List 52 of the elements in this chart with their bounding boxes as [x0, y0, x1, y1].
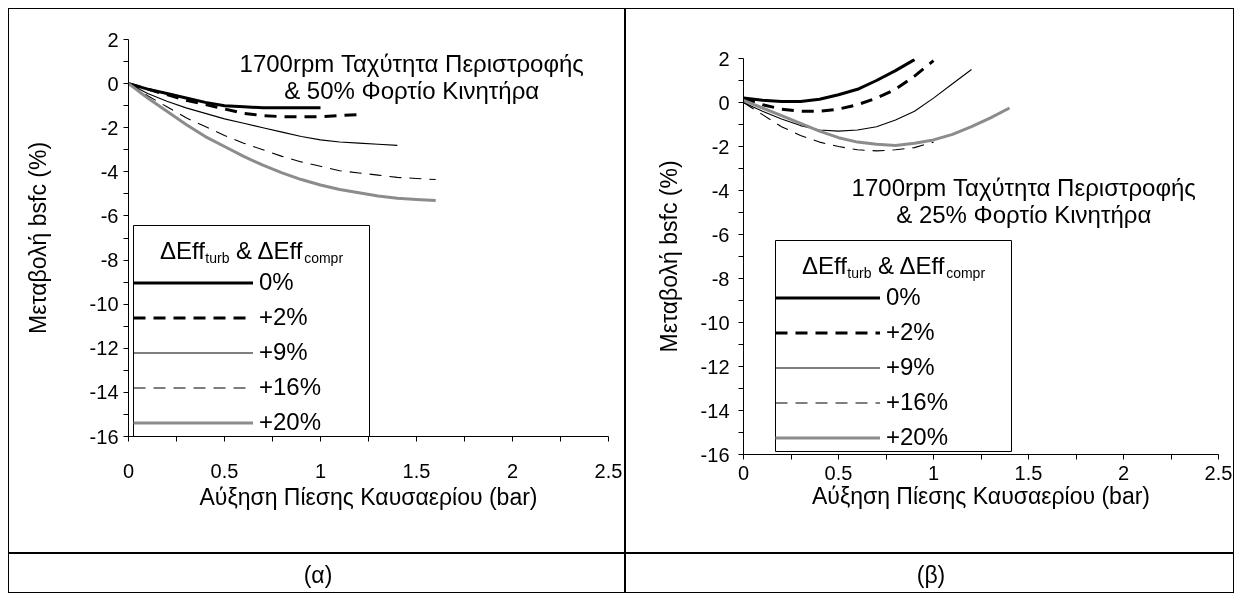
- y-tick-label: -14: [89, 381, 119, 404]
- legend-label: 0%: [259, 268, 295, 296]
- legend-label: 0%: [886, 283, 922, 311]
- x-tick-label: 2.5: [1204, 461, 1233, 484]
- text: (α): [303, 561, 333, 588]
- y-tick-label: -12: [700, 355, 730, 378]
- text: (β): [916, 561, 946, 588]
- x-tick-label: 1.5: [1014, 461, 1043, 484]
- legend-label: +20%: [259, 408, 323, 436]
- x-tick-label: 0: [737, 461, 750, 484]
- annotation: 1700rpm Ταχύτητα Περιστροφής & 25% Φορτίο Κινητήρα: [851, 174, 1196, 229]
- y-tick-label: -10: [700, 311, 730, 334]
- x-tick-label: 0.5: [210, 459, 239, 482]
- y-axis-title: Μεταβολή bsfc (%): [655, 160, 682, 353]
- y-tick-label: 0: [718, 91, 730, 114]
- line-series: [128, 82, 438, 203]
- legend-label: +9%: [259, 338, 309, 366]
- legend-label: +20%: [886, 423, 950, 451]
- y-tick-label: -10: [89, 293, 119, 316]
- x-tick-label: 1.5: [402, 459, 431, 482]
- x-tick-label: 1: [314, 459, 327, 482]
- y-tick-label: -6: [711, 223, 730, 246]
- y-tick-label: -2: [711, 135, 730, 158]
- x-tick-label: 0: [122, 459, 135, 482]
- y-axis-title: Μεταβολή bsfc (%): [24, 141, 51, 335]
- y-tick-label: 2: [107, 28, 119, 51]
- x-tick-label: 2.5: [594, 459, 623, 482]
- legend-label: +2%: [886, 318, 936, 346]
- x-axis-title: Αύξηση Πίεσης Καυσαερίου (bar): [199, 483, 538, 510]
- y-tick-label: -16: [700, 443, 730, 466]
- line-series: [743, 98, 1011, 147]
- y-tick-label: 0: [107, 72, 119, 95]
- x-tick-label: 2: [1117, 461, 1130, 484]
- y-tick-label: -12: [89, 337, 119, 360]
- legend-label: +2%: [259, 303, 309, 331]
- annotation: 1700rpm Ταχύτητα Περιστροφής & 50% Φορτίο Κινητήρα: [239, 49, 584, 104]
- y-tick-label: -6: [100, 204, 119, 227]
- y-tick-label: 2: [718, 47, 730, 70]
- legend-label: +9%: [886, 353, 936, 381]
- legend-label: +16%: [259, 373, 323, 401]
- y-tick-label: -8: [711, 267, 730, 290]
- x-tick-label: 1: [927, 461, 940, 484]
- y-tick-label: -4: [100, 160, 119, 183]
- x-axis-title: Αύξηση Πίεσης Καυσαερίου (bar): [811, 482, 1151, 509]
- y-tick-label: -2: [100, 116, 119, 139]
- y-tick-label: -8: [100, 249, 119, 272]
- y-tick-label: -16: [89, 425, 119, 448]
- x-tick-label: 2: [506, 459, 519, 482]
- y-tick-label: -14: [700, 399, 730, 422]
- y-tick-label: -4: [711, 179, 730, 202]
- x-tick-label: 0.5: [824, 461, 853, 484]
- legend-label: +16%: [886, 388, 950, 416]
